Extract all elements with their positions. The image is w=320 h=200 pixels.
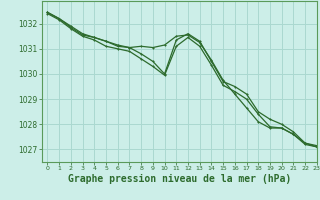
- X-axis label: Graphe pression niveau de la mer (hPa): Graphe pression niveau de la mer (hPa): [68, 174, 291, 184]
